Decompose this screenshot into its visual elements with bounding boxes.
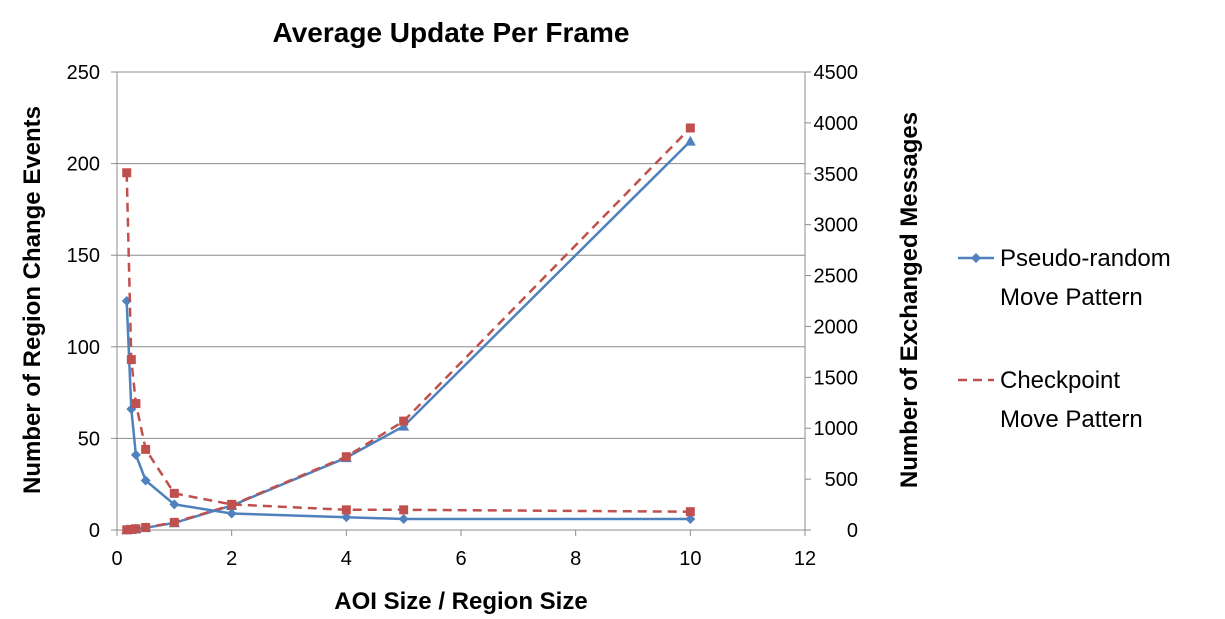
data-point bbox=[685, 507, 695, 517]
data-point bbox=[169, 488, 179, 498]
y-right-tick-label: 500 bbox=[825, 469, 858, 491]
data-point bbox=[399, 416, 409, 426]
data-point bbox=[398, 420, 410, 431]
series-region-change-events-checkpoint bbox=[122, 168, 695, 517]
x-axis-title: AOI Size / Region Size bbox=[334, 588, 587, 615]
y-left-tick-label: 100 bbox=[67, 337, 100, 359]
y-left-tick-label: 0 bbox=[89, 520, 100, 542]
data-point bbox=[684, 135, 696, 146]
legend-label: Checkpoint bbox=[1000, 367, 1120, 394]
data-point bbox=[121, 296, 132, 306]
data-point bbox=[685, 123, 695, 133]
data-point bbox=[399, 505, 409, 515]
y-left-tick-label: 200 bbox=[67, 154, 100, 176]
x-tick-label: 4 bbox=[341, 548, 352, 570]
series-region-change-events-pseudo-random bbox=[121, 296, 696, 525]
y-right-tick-label: 2500 bbox=[814, 266, 859, 288]
data-point bbox=[130, 449, 141, 460]
x-tick-label: 10 bbox=[679, 548, 701, 570]
legend-label: Move Pattern bbox=[1000, 406, 1143, 433]
y-right-tick-label: 4500 bbox=[814, 62, 859, 84]
legend-item: Checkpoint Move Pattern bbox=[958, 367, 1143, 433]
axes bbox=[111, 71, 811, 536]
series-exchanged-messages-checkpoint bbox=[122, 123, 695, 535]
y-right-tick-label: 2000 bbox=[814, 316, 859, 338]
y-right-tick-label: 1500 bbox=[814, 367, 859, 389]
series-line bbox=[126, 127, 692, 532]
y-right-tick-label: 3500 bbox=[814, 164, 859, 186]
x-tick-label: 6 bbox=[455, 548, 466, 570]
legend-item: Pseudo-random Move Pattern bbox=[958, 245, 1171, 311]
data-point bbox=[141, 444, 151, 454]
y-right-tick-label: 1000 bbox=[814, 418, 859, 440]
y-left-tick-label: 50 bbox=[78, 428, 100, 450]
y-left-tick-label: 250 bbox=[67, 62, 100, 84]
data-point bbox=[141, 522, 151, 532]
series-exchanged-messages-pseudo-random bbox=[121, 135, 696, 535]
data-point bbox=[227, 499, 237, 509]
x-tick-label: 2 bbox=[226, 548, 237, 570]
chart-title: Average Update Per Frame bbox=[273, 17, 630, 48]
x-tick-label: 8 bbox=[570, 548, 581, 570]
x-tick-label: 12 bbox=[794, 548, 816, 570]
data-point bbox=[685, 514, 696, 525]
data-point bbox=[341, 505, 351, 515]
data-point bbox=[341, 512, 352, 523]
legend-swatch-marker bbox=[971, 253, 981, 263]
data-point bbox=[122, 525, 132, 535]
legend-label: Move Pattern bbox=[1000, 284, 1143, 311]
x-tick-label: 0 bbox=[111, 548, 122, 570]
data-point bbox=[169, 499, 180, 510]
series-line bbox=[126, 140, 692, 532]
y-right-tick-label: 3000 bbox=[814, 215, 859, 237]
y-left-tick-label: 150 bbox=[67, 245, 100, 267]
tick-labels: 0 2 4 6 8 10 120501001502002500500100015002000… bbox=[67, 62, 858, 570]
y-right-tick-label: 0 bbox=[847, 520, 858, 542]
data-point bbox=[126, 524, 136, 534]
data-point bbox=[140, 475, 151, 486]
y-right-tick-label: 4000 bbox=[814, 113, 859, 135]
data-point bbox=[398, 514, 409, 525]
legend-label: Pseudo-random bbox=[1000, 245, 1171, 272]
series-line bbox=[125, 300, 691, 521]
gridlines bbox=[117, 71, 805, 531]
data-point bbox=[122, 168, 132, 178]
data-point bbox=[126, 355, 136, 365]
legend: Pseudo-random Move Pattern Checkpoint Move … bbox=[958, 245, 1171, 433]
data-point bbox=[131, 524, 141, 534]
plot-area bbox=[121, 123, 696, 535]
data-point bbox=[226, 508, 237, 519]
data-point bbox=[131, 399, 141, 409]
data-point bbox=[169, 517, 179, 527]
y-axis-right-title: Number of Exchanged Messages bbox=[896, 112, 923, 488]
data-point bbox=[341, 452, 351, 462]
y-axis-left-title: Number of Region Change Events bbox=[19, 106, 46, 494]
